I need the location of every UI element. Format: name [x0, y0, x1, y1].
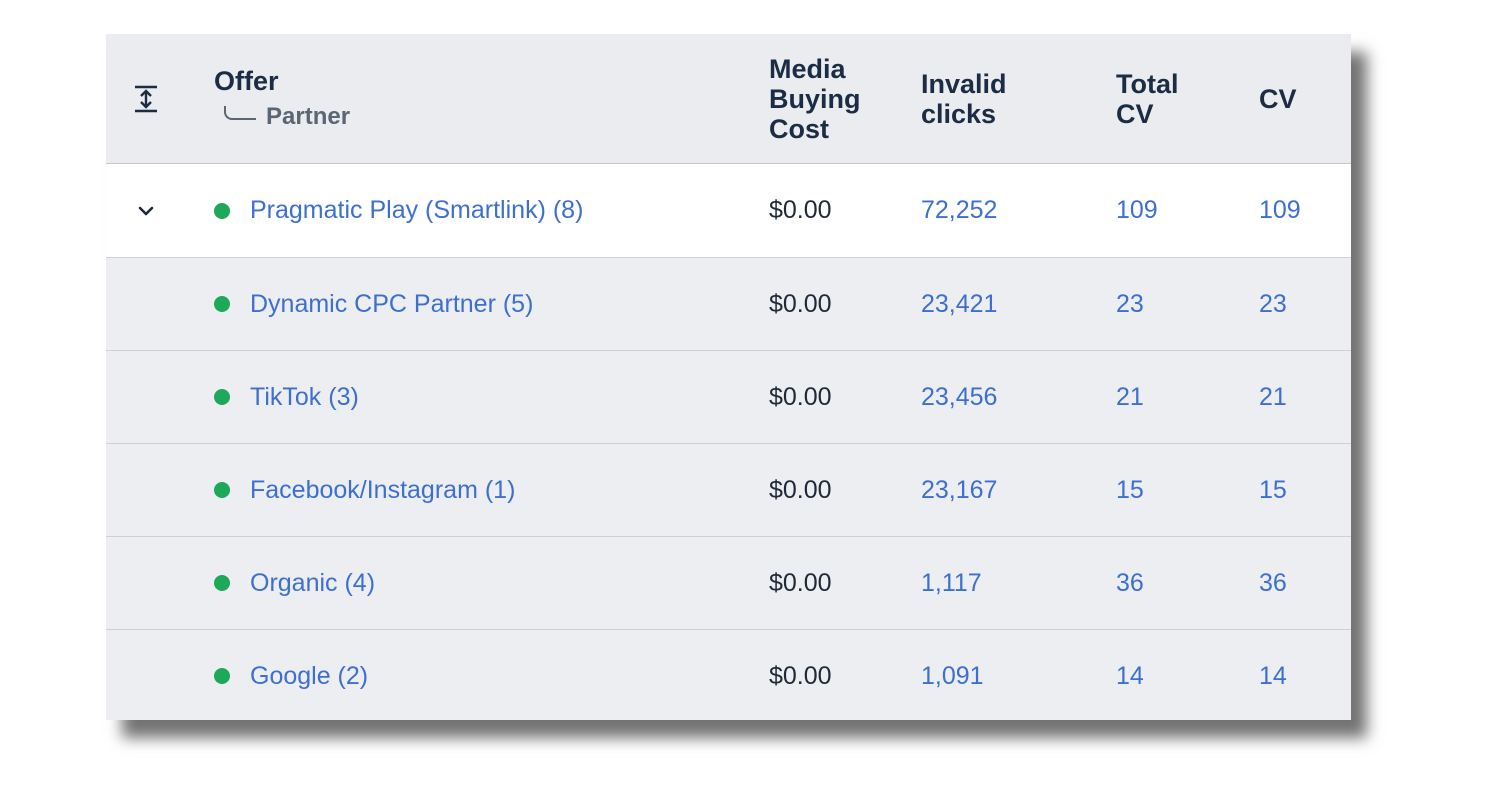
partner-header-label: Partner: [266, 102, 351, 130]
column-header-offer[interactable]: Offer Partner: [214, 34, 754, 163]
offer-cell: Pragmatic Play (Smartlink) (8): [214, 164, 754, 257]
total-cv-header-line-2: CV: [1116, 98, 1154, 129]
partner-link[interactable]: Dynamic CPC Partner (5): [250, 289, 534, 318]
invalid-header-line-2: clicks: [921, 98, 997, 129]
partner-link[interactable]: TikTok (3): [250, 382, 359, 411]
media-cost-cell: $0.00: [769, 382, 832, 411]
offer-link[interactable]: Pragmatic Play (Smartlink) (8): [250, 196, 584, 224]
cv-header-label: CV: [1259, 83, 1297, 114]
total-cv-header-line-1: Total: [1116, 68, 1179, 99]
partner-link[interactable]: Facebook/Instagram (1): [250, 475, 516, 504]
column-header-invalid-clicks[interactable]: Invalid clicks: [921, 34, 1101, 163]
partner-link[interactable]: Organic (4): [250, 568, 376, 597]
table-row-parent: Pragmatic Play (Smartlink) (8) $0.00 72,…: [106, 164, 1351, 257]
media-cost-cell: $0.00: [769, 568, 832, 597]
expand-all-icon[interactable]: [134, 84, 158, 114]
column-header-total-cv[interactable]: Total CV: [1116, 34, 1246, 163]
cv-link[interactable]: 109: [1259, 196, 1301, 224]
status-dot-icon: [214, 389, 230, 405]
total-cv-link[interactable]: 36: [1116, 568, 1144, 597]
expand-all-button[interactable]: [128, 34, 164, 163]
cv-link[interactable]: 15: [1259, 475, 1287, 504]
collapse-button[interactable]: [128, 164, 164, 257]
status-dot-icon: [214, 575, 230, 591]
tree-branch-icon: [224, 105, 256, 120]
column-header-cv[interactable]: CV: [1259, 34, 1349, 163]
partner-cell: Google (2): [214, 630, 754, 720]
media-cost-cell: $0.00: [769, 289, 832, 318]
cv-link[interactable]: 23: [1259, 289, 1287, 318]
invalid-clicks-link[interactable]: 23,421: [921, 289, 998, 318]
partner-cell: Dynamic CPC Partner (5): [214, 258, 754, 350]
table-row: TikTok (3) $0.00 23,456 21 21: [106, 350, 1351, 443]
invalid-clicks-link[interactable]: 23,167: [921, 475, 998, 504]
table-row: Google (2) $0.00 1,091 14 14: [106, 629, 1351, 720]
media-cost-cell: $0.00: [769, 475, 832, 504]
partner-link[interactable]: Google (2): [250, 661, 369, 690]
offer-header-label: Offer: [214, 65, 279, 96]
chevron-down-icon[interactable]: [137, 205, 155, 217]
report-table: Offer Partner Media Buying Cost Invalid …: [106, 34, 1351, 720]
status-dot-icon: [214, 296, 230, 312]
media-cost-header-line-3: Cost: [769, 113, 829, 144]
partner-cell: Facebook/Instagram (1): [214, 444, 754, 536]
table-header: Offer Partner Media Buying Cost Invalid …: [106, 34, 1351, 164]
total-cv-link[interactable]: 15: [1116, 475, 1144, 504]
invalid-clicks-link[interactable]: 1,117: [921, 568, 982, 597]
partner-cell: Organic (4): [214, 537, 754, 629]
status-dot-icon: [214, 668, 230, 684]
total-cv-link[interactable]: 109: [1116, 196, 1158, 224]
status-dot-icon: [214, 482, 230, 498]
cv-link[interactable]: 14: [1259, 661, 1287, 690]
table-row: Dynamic CPC Partner (5) $0.00 23,421 23 …: [106, 257, 1351, 350]
table-row: Organic (4) $0.00 1,117 36 36: [106, 536, 1351, 629]
total-cv-link[interactable]: 21: [1116, 382, 1144, 411]
invalid-header-line-1: Invalid: [921, 68, 1007, 99]
media-cost-cell: $0.00: [769, 661, 832, 690]
cv-link[interactable]: 21: [1259, 382, 1287, 411]
total-cv-link[interactable]: 14: [1116, 661, 1144, 690]
invalid-clicks-link[interactable]: 23,456: [921, 382, 998, 411]
status-dot-icon: [214, 202, 230, 219]
media-cost-header-line-1: Media: [769, 53, 846, 84]
media-cost-header-line-2: Buying: [769, 83, 861, 114]
media-cost-cell: $0.00: [769, 196, 832, 224]
invalid-clicks-link[interactable]: 1,091: [921, 661, 984, 690]
total-cv-link[interactable]: 23: [1116, 289, 1144, 318]
partner-cell: TikTok (3): [214, 351, 754, 443]
partner-subheader: Partner: [214, 102, 350, 132]
cv-link[interactable]: 36: [1259, 568, 1287, 597]
table-row: Facebook/Instagram (1) $0.00 23,167 15 1…: [106, 443, 1351, 536]
column-header-media-buying-cost[interactable]: Media Buying Cost: [769, 34, 909, 163]
invalid-clicks-link[interactable]: 72,252: [921, 196, 998, 224]
